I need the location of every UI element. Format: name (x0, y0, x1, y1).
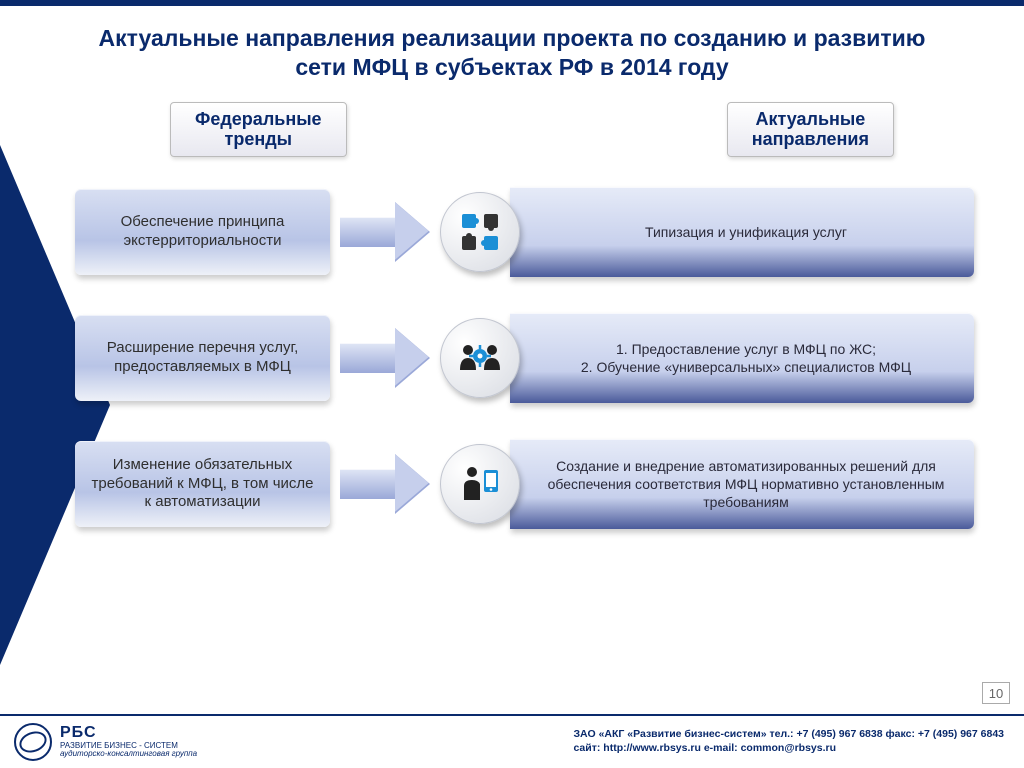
logo: РБС РАЗВИТИЕ БИЗНЕС - СИСТЕМ аудиторско-… (14, 723, 197, 761)
page-number: 10 (982, 682, 1010, 704)
trend-box-3: Изменение обязательных требований к МФЦ,… (75, 441, 330, 527)
row-3: Изменение обязательных требований к МФЦ,… (75, 439, 974, 529)
arrow-icon (340, 202, 430, 262)
footer: РБС РАЗВИТИЕ БИЗНЕС - СИСТЕМ аудиторско-… (0, 714, 1024, 768)
trend-box-1: Обеспечение принципа экстерриториальност… (75, 189, 330, 275)
arrow-icon (340, 328, 430, 388)
header-right: Актуальные направления (727, 102, 894, 157)
row-2: Расширение перечня услуг, предоставляемы… (75, 313, 974, 403)
person-device-icon (440, 444, 520, 524)
footer-line1: ЗАО «АКГ «Развитие бизнес-систем» тел.: … (573, 728, 1004, 742)
direction-group-1: Типизация и унификация услуг (440, 187, 974, 277)
header-left: Федеральные тренды (170, 102, 347, 157)
direction-text-2: 1. Предоставление услуг в МФЦ по ЖС; 2. … (510, 313, 974, 403)
page-title: Актуальные направления реализации проект… (90, 24, 934, 82)
logo-main: РБС (60, 724, 97, 741)
logo-sub2: аудиторско-консалтинговая группа (60, 750, 197, 758)
arrow-icon (340, 454, 430, 514)
footer-contact: ЗАО «АКГ «Развитие бизнес-систем» тел.: … (573, 728, 1004, 755)
footer-line2: сайт: http://www.rbsys.ru e-mail: common… (573, 742, 1004, 756)
direction-text-1: Типизация и унификация услуг (510, 187, 974, 277)
logo-text: РБС РАЗВИТИЕ БИЗНЕС - СИСТЕМ аудиторско-… (60, 725, 197, 759)
people-gear-icon (440, 318, 520, 398)
direction-group-2: 1. Предоставление услуг в МФЦ по ЖС; 2. … (440, 313, 974, 403)
content-rows: Обеспечение принципа экстерриториальност… (0, 187, 1024, 529)
direction-group-3: Создание и внедрение автоматизированных … (440, 439, 974, 529)
title-block: Актуальные направления реализации проект… (0, 6, 1024, 96)
trend-box-2: Расширение перечня услуг, предоставляемы… (75, 315, 330, 401)
direction-text-3: Создание и внедрение автоматизированных … (510, 439, 974, 529)
puzzle-icon (440, 192, 520, 272)
row-1: Обеспечение принципа экстерриториальност… (75, 187, 974, 277)
column-headers: Федеральные тренды Актуальные направлени… (0, 102, 1024, 157)
logo-globe-icon (14, 723, 52, 761)
